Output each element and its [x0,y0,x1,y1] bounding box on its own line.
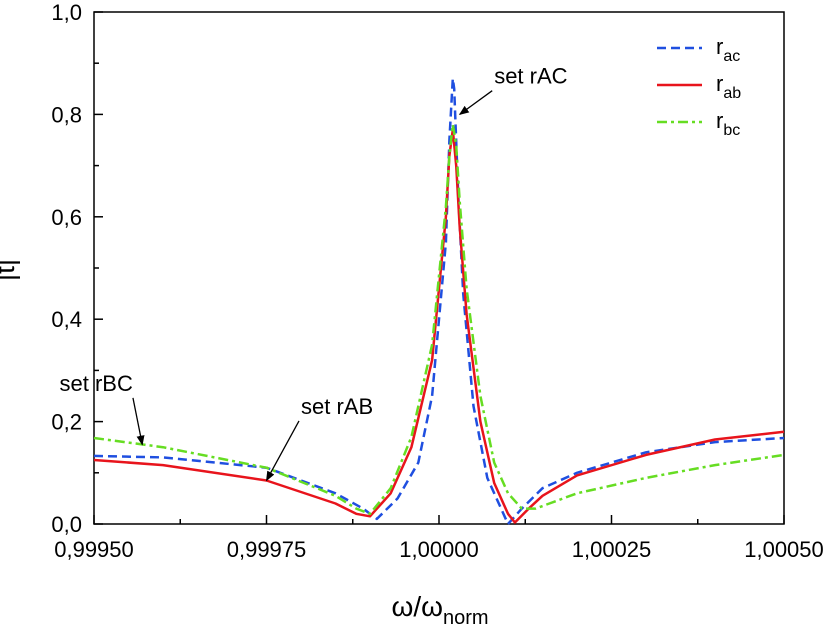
x-tick-label: 1,00050 [744,537,824,562]
x-axis-title-sub: norm [443,607,489,629]
annotation-arrow [265,420,300,482]
x-tick-label: 1,00025 [572,537,652,562]
y-tick-label: 0,6 [51,205,82,230]
y-axis-title: |t| [0,259,20,281]
y-tick-label: 0,4 [51,307,82,332]
legend: rac rab rbc [657,34,741,139]
y-tick-label: 0,8 [51,102,82,127]
annotation-layer: set rAC set rAB set rBC [60,64,568,482]
legend-label-rbc: rbc [716,108,740,139]
x-axis-title: ω/ωnorm [391,591,488,629]
annotation-label: set rAC [494,64,567,89]
annotation-arrow [458,90,493,115]
y-tick-label: 0,0 [51,512,82,537]
annotation-arrow [132,397,145,446]
legend-label-rab: rab [716,71,741,102]
series-line-rbc [93,123,785,516]
axes: 0,99950 0,99975 1,00000 1,00025 1,00050 0,0 0,… [51,0,823,562]
y-tick-label: 1,0 [51,0,82,25]
series-line-rac [93,77,785,526]
x-tick-label: 0,99975 [227,537,307,562]
x-tick-label: 0,99950 [54,537,134,562]
series-layer [93,77,785,526]
annotation-label: set rBC [60,371,133,396]
annotation-label: set rAB [301,394,373,419]
legend-label-rac: rac [716,34,740,65]
y-tick-label: 0,2 [51,410,82,435]
x-tick-label: 1,00000 [399,537,479,562]
x-axis-title-main: ω/ω [391,591,443,622]
series-line-rab [93,128,785,524]
